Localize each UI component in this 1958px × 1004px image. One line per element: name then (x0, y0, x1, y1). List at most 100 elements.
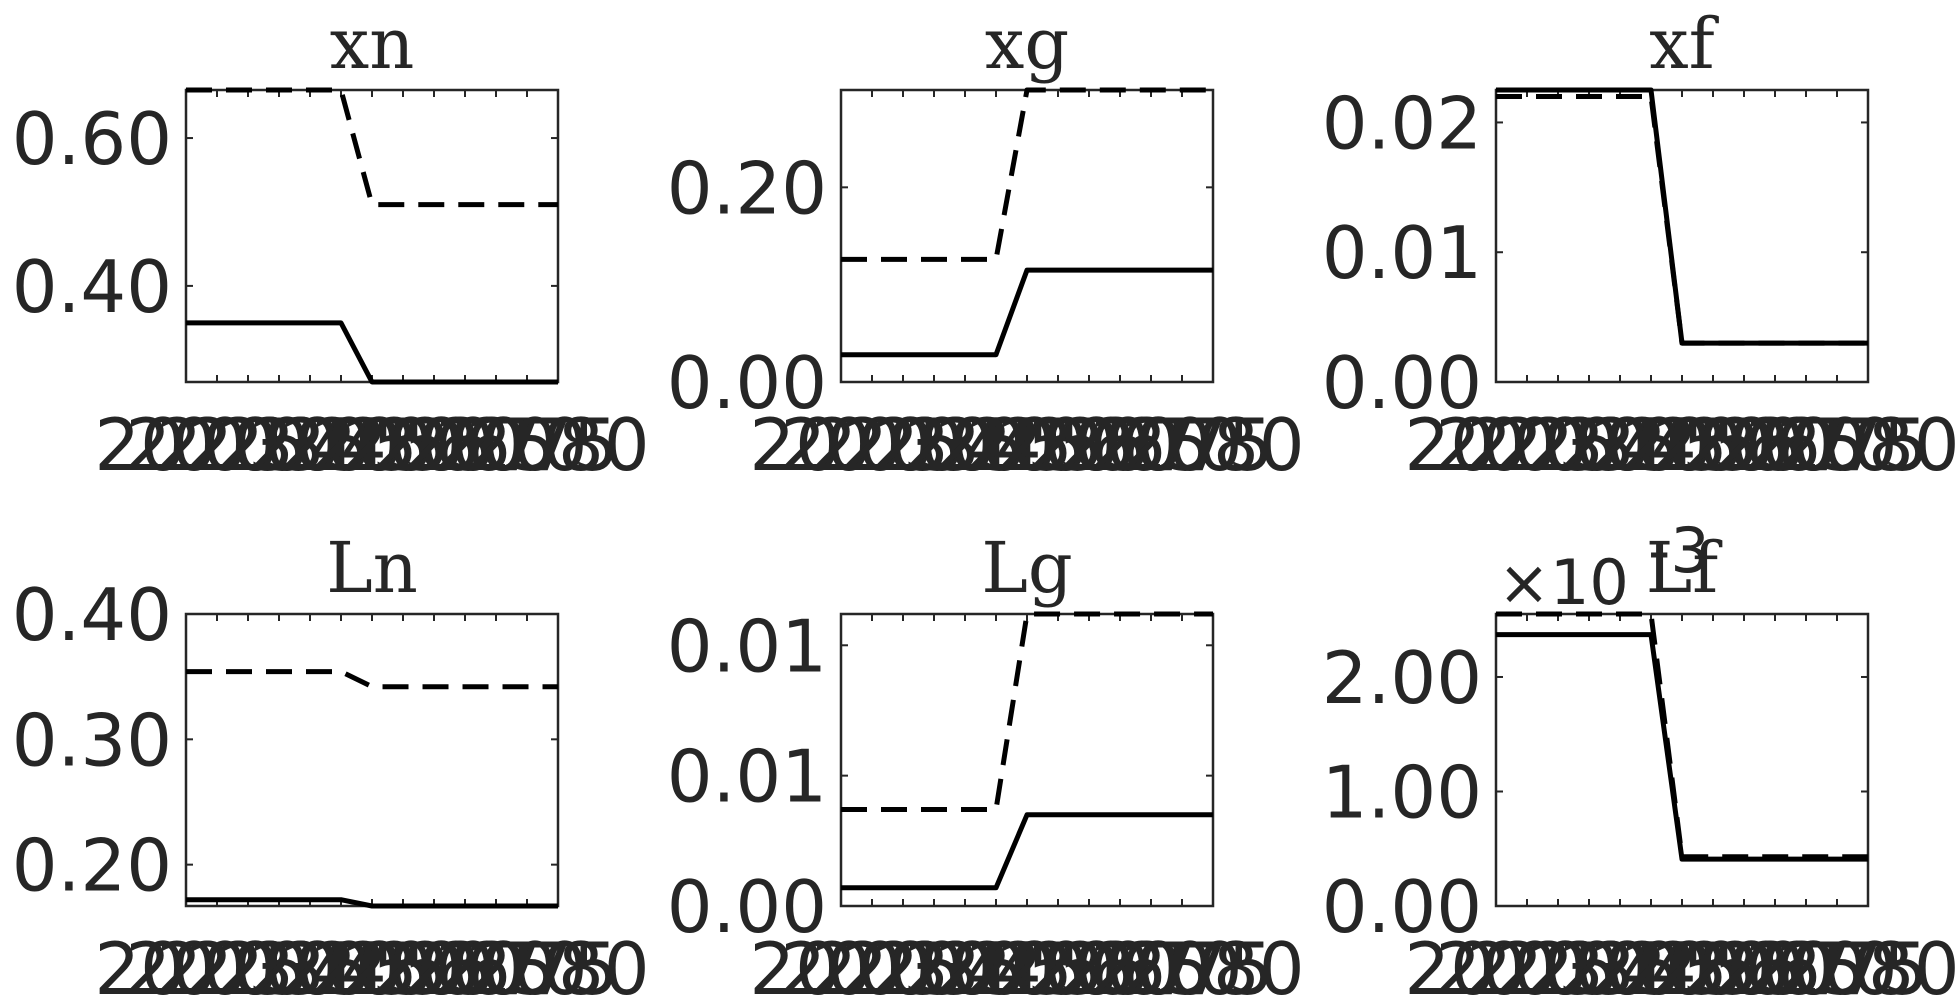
series-line-solid (841, 812, 1213, 891)
x-tick-label: 2065 (1683, 403, 1866, 487)
y-tick-label: 0.02 (1322, 81, 1482, 165)
x-tick-label: 2020 (94, 403, 277, 487)
y-tick-label: 0.20 (12, 824, 172, 908)
axis-multiplier-exponent: -3 (1648, 514, 1710, 587)
y-tick-label: 0.01 (667, 735, 827, 819)
x-tick-label: 2050 (280, 403, 463, 487)
x-tick-label: 2045 (1559, 403, 1742, 487)
x-tick-label: 2055 (311, 403, 494, 487)
series-line-solid (841, 267, 1213, 358)
x-tick-label: 2065 (373, 403, 556, 487)
x-tick-label: 2030 (811, 403, 994, 487)
x-tick-label: 2080 (466, 403, 649, 487)
x-tick-label: 2070 (1059, 403, 1242, 487)
x-tick-label: 2025 (1435, 403, 1618, 487)
series-line-dashed (841, 87, 1213, 262)
series-line-dashed (186, 87, 558, 208)
x-tick-label: 2025 (125, 927, 308, 1004)
y-tick-label: 0.00 (1322, 865, 1482, 949)
y-tick-label: 0.30 (12, 698, 172, 782)
x-tick-label: 2075 (1090, 927, 1273, 1004)
x-tick-label: 2055 (966, 403, 1149, 487)
x-tick-label: 2030 (811, 927, 994, 1004)
axes-frame (839, 612, 1215, 908)
x-tick-label: 2080 (466, 927, 649, 1004)
x-tick-label: 2080 (1776, 927, 1958, 1004)
y-tick-label: 1.00 (1322, 750, 1482, 834)
x-tick-label: 2045 (1559, 927, 1742, 1004)
x-tick-label: 2050 (1590, 403, 1773, 487)
x-tick-label: 2035 (1497, 927, 1680, 1004)
y-tick-label: 0.00 (1322, 341, 1482, 425)
subplot-Lf: Lf 20202025203020352040204520502055206020… (1322, 514, 1958, 1004)
x-tick-label: 2035 (187, 927, 370, 1004)
x-tick-label: 2040 (1528, 403, 1711, 487)
x-tick-label: 2035 (1497, 403, 1680, 487)
x-tick-label: 2065 (1683, 927, 1866, 1004)
y-tick-label: 0.00 (667, 865, 827, 949)
x-tick-label: 2040 (1528, 927, 1711, 1004)
y-tick-label: 0.01 (667, 604, 827, 688)
series-line-dashed (1496, 611, 1868, 860)
x-tick-label: 2060 (1652, 927, 1835, 1004)
x-tick-label: 2035 (842, 403, 1025, 487)
x-tick-label: 2020 (1404, 403, 1587, 487)
x-tick-label: 2045 (904, 403, 1087, 487)
x-tick-label: 2070 (1714, 927, 1897, 1004)
x-tick-label: 2055 (1621, 403, 1804, 487)
x-tick-label: 2075 (435, 927, 618, 1004)
subplot-title: Lg (981, 527, 1072, 609)
x-tick-label: 2030 (156, 403, 339, 487)
y-tick-label: 0.60 (12, 97, 172, 181)
x-tick-label: 2070 (1714, 403, 1897, 487)
x-tick-label: 2030 (156, 927, 339, 1004)
x-tick-label: 2070 (404, 927, 587, 1004)
x-tick-label: 2060 (342, 403, 525, 487)
x-tick-label: 2065 (1028, 403, 1211, 487)
series-line-dashed (841, 611, 1213, 812)
y-tick-label: 0.20 (667, 146, 827, 230)
axes-frame (184, 88, 560, 384)
x-tick-label: 2075 (435, 403, 618, 487)
x-tick-label: 2050 (1590, 927, 1773, 1004)
subplot-xn: xn 20202025203020352040204520502055206020… (12, 3, 650, 487)
x-tick-label: 2080 (1776, 403, 1958, 487)
subplot-xf: xf 20202025203020352040204520502055206020… (1322, 3, 1958, 487)
subplot-Lg: Lg 20202025203020352040204520502055206020… (667, 527, 1305, 1004)
subplot-title: Ln (326, 527, 418, 609)
x-tick-label: 2020 (94, 927, 277, 1004)
x-tick-label: 2045 (249, 403, 432, 487)
x-tick-label: 2060 (997, 927, 1180, 1004)
x-tick-label: 2055 (311, 927, 494, 1004)
subplot-title: xf (1649, 3, 1719, 85)
x-tick-label: 2070 (404, 403, 587, 487)
series-line-dashed (186, 669, 558, 690)
series-line-dashed (1496, 94, 1868, 346)
y-tick-label: 0.40 (12, 573, 172, 657)
x-tick-label: 2060 (342, 927, 525, 1004)
x-tick-label: 2050 (280, 927, 463, 1004)
x-tick-label: 2055 (1621, 927, 1804, 1004)
y-tick-label: 0.01 (1322, 211, 1482, 295)
series-line-solid (186, 897, 558, 909)
x-tick-label: 2030 (1466, 403, 1649, 487)
x-tick-label: 2050 (935, 927, 1118, 1004)
x-tick-label: 2030 (1466, 927, 1649, 1004)
x-tick-label: 2070 (1059, 927, 1242, 1004)
x-tick-label: 2045 (904, 927, 1087, 1004)
x-tick-label: 2075 (1745, 403, 1928, 487)
x-tick-label: 2025 (780, 403, 963, 487)
x-tick-label: 2040 (873, 927, 1056, 1004)
x-tick-label: 2035 (187, 403, 370, 487)
x-tick-label: 2065 (373, 927, 556, 1004)
x-tick-label: 2040 (218, 927, 401, 1004)
x-tick-label: 2075 (1090, 403, 1273, 487)
x-tick-label: 2025 (125, 403, 308, 487)
axes-frame (184, 612, 560, 908)
x-tick-label: 2025 (780, 927, 963, 1004)
x-tick-label: 2075 (1745, 927, 1928, 1004)
x-tick-label: 2035 (842, 927, 1025, 1004)
axes-frame (839, 88, 1215, 384)
subplot-grid: xn20202025203020352040204520502055206020… (12, 3, 1958, 1004)
